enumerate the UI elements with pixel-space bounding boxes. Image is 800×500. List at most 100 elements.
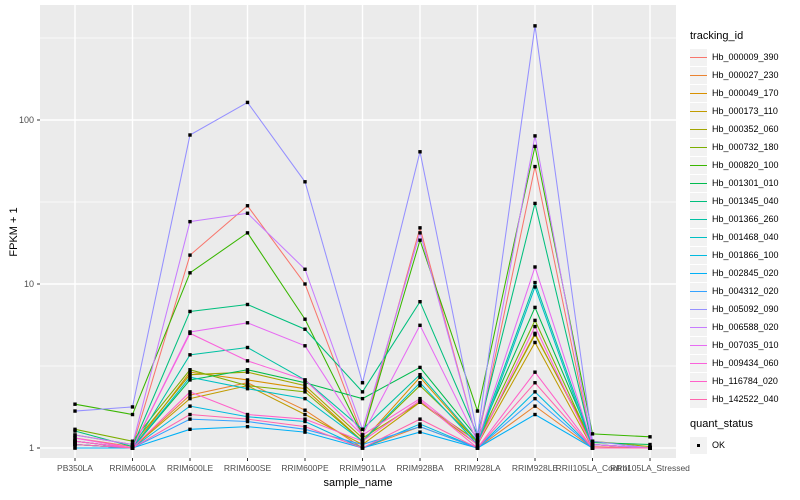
data-point: [418, 323, 422, 327]
data-point: [245, 386, 250, 391]
data-point: [533, 412, 537, 417]
legend-item-label: Hb_001866_100: [712, 250, 779, 260]
legend-key-line-icon: [690, 228, 707, 246]
data-point: [73, 439, 77, 443]
data-point: [418, 398, 422, 403]
x-tick-label: RRII105LA_Stressed: [610, 463, 690, 473]
legend-key-line-icon: [690, 336, 707, 354]
x-tick-label: RRIM928LA: [454, 463, 501, 473]
data-point: [533, 285, 537, 289]
legend-swatch-line: [690, 92, 707, 94]
legend-item-label: Hb_006588_020: [712, 322, 779, 332]
x-tick-label: RRII105LA_Control: [556, 463, 630, 473]
legend-item-label: Hb_000009_390: [712, 52, 779, 62]
data-point: [245, 302, 250, 307]
x-tick-label: RRIM901LA: [339, 463, 386, 473]
legend-swatch-line: [690, 254, 707, 256]
data-point: [188, 309, 192, 314]
data-point: [303, 282, 307, 286]
legend-item-label: Hb_001366_260: [712, 214, 779, 224]
data-point: [130, 412, 135, 417]
data-point: [303, 408, 307, 412]
legend-key-point-icon: [690, 436, 707, 454]
data-point: [188, 390, 192, 394]
data-point: [245, 345, 250, 350]
y-tick-label: 1: [29, 443, 34, 453]
data-point: [245, 231, 250, 235]
legend-item-Hb_001301_010: Hb_001301_010: [690, 174, 798, 192]
data-point: [188, 353, 192, 357]
data-point: [533, 144, 537, 149]
legend-swatch-line: [690, 380, 707, 382]
data-point: [533, 305, 537, 310]
data-point: [533, 370, 537, 374]
legend-swatch-line: [690, 146, 707, 148]
data-point: [303, 419, 307, 424]
data-point: [475, 446, 480, 450]
legend-key-line-icon: [690, 138, 707, 156]
data-point: [533, 24, 537, 28]
legend-item-Hb_000049_170: Hb_000049_170: [690, 84, 798, 102]
legend-swatch-line: [690, 272, 707, 274]
data-point: [245, 359, 250, 363]
legend-item-Hb_116784_020: Hb_116784_020: [690, 372, 798, 390]
data-point: [303, 180, 307, 184]
data-point: [73, 402, 77, 406]
legend-swatch-line: [690, 110, 707, 112]
y-tick-label: 100: [19, 115, 34, 125]
data-point: [533, 381, 537, 385]
data-point: [245, 419, 250, 424]
data-point: [245, 100, 250, 105]
legend-item-Hb_142522_040: Hb_142522_040: [690, 390, 798, 408]
legend-item-Hb_001366_260: Hb_001366_260: [690, 210, 798, 228]
data-point: [188, 271, 192, 275]
x-tick-label: RRIM600LE: [167, 463, 214, 473]
data-point: [533, 390, 537, 394]
legend-item-quant-OK: OK: [690, 436, 798, 454]
data-point: [188, 417, 192, 421]
data-point: [303, 344, 307, 348]
data-point: [303, 424, 307, 429]
legend-key-line-icon: [690, 318, 707, 336]
legend-item-label: Hb_000049_170: [712, 88, 779, 98]
data-point: [360, 427, 365, 432]
data-point: [418, 396, 422, 401]
data-point: [245, 424, 250, 429]
data-point: [73, 409, 77, 413]
data-point: [533, 164, 537, 169]
data-point: [188, 372, 192, 377]
data-point: [303, 427, 307, 432]
legend-swatch-line: [690, 56, 707, 58]
data-point: [245, 415, 250, 419]
legend-item-Hb_005092_090: Hb_005092_090: [690, 300, 798, 318]
y-axis-title: FPKM + 1: [8, 207, 20, 257]
legend-key-line-icon: [690, 156, 707, 174]
legend-item-Hb_000173_110: Hb_000173_110: [690, 102, 798, 120]
data-point: [533, 318, 537, 323]
legend-swatch-line: [690, 218, 707, 220]
legend-item-Hb_001345_040: Hb_001345_040: [690, 192, 798, 210]
legend-item-label: Hb_000173_110: [712, 106, 778, 116]
legend-swatch-line: [690, 164, 707, 166]
legend-item-label: Hb_007035_010: [712, 340, 779, 350]
data-point: [303, 327, 307, 331]
legend-swatch-line: [690, 308, 707, 310]
legend-item-label: Hb_000027_230: [712, 70, 779, 80]
data-point: [130, 405, 135, 409]
legend-key-line-icon: [690, 354, 707, 372]
data-point: [533, 324, 537, 329]
legend-item-Hb_000820_100: Hb_000820_100: [690, 156, 798, 174]
legend-title-quant-status: quant_status: [690, 418, 753, 430]
data-point: [245, 383, 250, 388]
legend-item-label: Hb_001345_040: [712, 196, 779, 206]
data-point: [303, 317, 307, 321]
legend-item-label: Hb_001301_010: [712, 178, 779, 188]
data-point: [590, 442, 595, 447]
data-point: [533, 201, 537, 206]
legend-swatch-line: [690, 290, 707, 292]
data-point: [533, 396, 537, 401]
data-point: [533, 134, 537, 138]
legend-item-label: Hb_009434_060: [712, 358, 779, 368]
data-point: [73, 446, 77, 450]
